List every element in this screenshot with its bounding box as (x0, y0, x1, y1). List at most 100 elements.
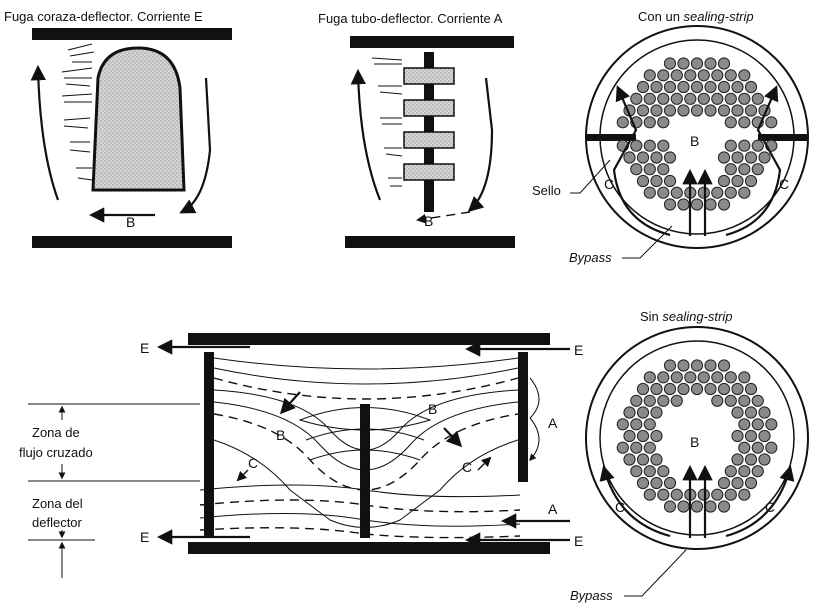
tube (717, 80, 731, 94)
tube (711, 394, 724, 407)
flow-right-up (179, 77, 212, 214)
tube (643, 69, 656, 82)
flow-left-up (30, 64, 60, 201)
tube (765, 418, 778, 431)
tube (663, 80, 677, 94)
tube (630, 163, 643, 176)
panel-br-label-c-right: C (765, 499, 775, 515)
tube (643, 116, 656, 129)
tube (697, 371, 710, 384)
tube (744, 174, 758, 188)
tube (670, 186, 683, 199)
panel-tr-label-b: B (690, 133, 699, 149)
tube (731, 429, 744, 443)
tube (670, 488, 683, 501)
tube (717, 500, 731, 513)
tube (711, 92, 724, 105)
panel-tm-title: Fuga tubo-deflector. Corriente A (318, 11, 503, 26)
panel-tr-label-sello: Sello (532, 183, 561, 198)
tube (636, 382, 650, 396)
tube (630, 418, 643, 431)
tube (663, 382, 677, 396)
tube (690, 57, 704, 70)
main-c-arrow-left (236, 469, 249, 482)
main-label-a-right: A (548, 415, 558, 431)
tube (724, 488, 737, 501)
tube (744, 151, 758, 164)
tube (751, 163, 764, 176)
tube (650, 174, 663, 188)
tube (738, 371, 751, 384)
br-bypass-leader (624, 549, 687, 597)
zone-markers (28, 403, 200, 578)
tube (677, 80, 690, 94)
main-shell-bottom (188, 542, 550, 554)
main-baffle-right (518, 352, 528, 482)
tube (765, 441, 778, 454)
tube (751, 465, 764, 478)
main-label-e-bl: E (140, 529, 149, 545)
tube (751, 418, 764, 431)
tube (731, 406, 744, 419)
tube (636, 80, 650, 94)
tube (684, 92, 697, 105)
tube (657, 488, 670, 501)
tm-shell-wall-bottom (345, 236, 515, 248)
tube (744, 406, 758, 419)
tube (744, 476, 758, 490)
main-b-arrow-right (443, 427, 463, 448)
panel-tr-title: Con un sealing-strip (638, 9, 754, 24)
tr-bypass-leader (622, 225, 673, 259)
tube (731, 476, 744, 490)
tube (751, 92, 764, 105)
tube (731, 382, 744, 396)
tr-flow-c-left (612, 85, 671, 237)
tube (636, 104, 650, 117)
tube (724, 92, 737, 105)
panel-flow-streams: E E E E A A B B C C Zona de flujo cruzad… (19, 333, 583, 578)
tube (731, 80, 744, 94)
tube (630, 92, 643, 105)
tube (636, 453, 650, 466)
tr-flow-c-right (725, 85, 782, 237)
tube (616, 441, 629, 454)
tube (670, 69, 683, 82)
tube (744, 104, 758, 117)
tube (684, 69, 697, 82)
tm-flow-left-up (350, 68, 382, 201)
tube (636, 151, 650, 164)
tube (690, 104, 704, 117)
tube (643, 371, 656, 384)
panel-without-sealing-strip: Sin sealing-strip B C C Bypass (570, 309, 809, 603)
tube (650, 80, 663, 94)
tube (650, 429, 663, 443)
tube (738, 465, 751, 478)
panel-br-title: Sin sealing-strip (640, 309, 733, 324)
tube (751, 441, 764, 454)
tm-flow-b-arrow (416, 211, 471, 224)
tube (677, 359, 690, 372)
tube (663, 151, 677, 164)
main-c-arrow-right (477, 456, 492, 471)
tube (636, 476, 650, 490)
tube (616, 418, 629, 431)
panel-tl-title: Fuga coraza-deflector. Corriente E (4, 9, 203, 24)
tube (677, 57, 690, 70)
tube (616, 116, 629, 129)
tube (636, 174, 650, 188)
tube (697, 186, 710, 199)
tube (704, 104, 717, 117)
tr-seal-left (586, 134, 636, 141)
tube (704, 382, 717, 396)
tube (717, 57, 731, 70)
tube (657, 371, 670, 384)
tube (758, 453, 771, 466)
tube (731, 151, 744, 164)
tube (663, 359, 677, 372)
main-a-arrows-right (530, 377, 540, 460)
tube (731, 174, 744, 188)
tube (731, 453, 744, 466)
tm-leak-streaks (371, 57, 403, 187)
tube (704, 359, 717, 372)
main-label-c-left: C (248, 455, 258, 471)
